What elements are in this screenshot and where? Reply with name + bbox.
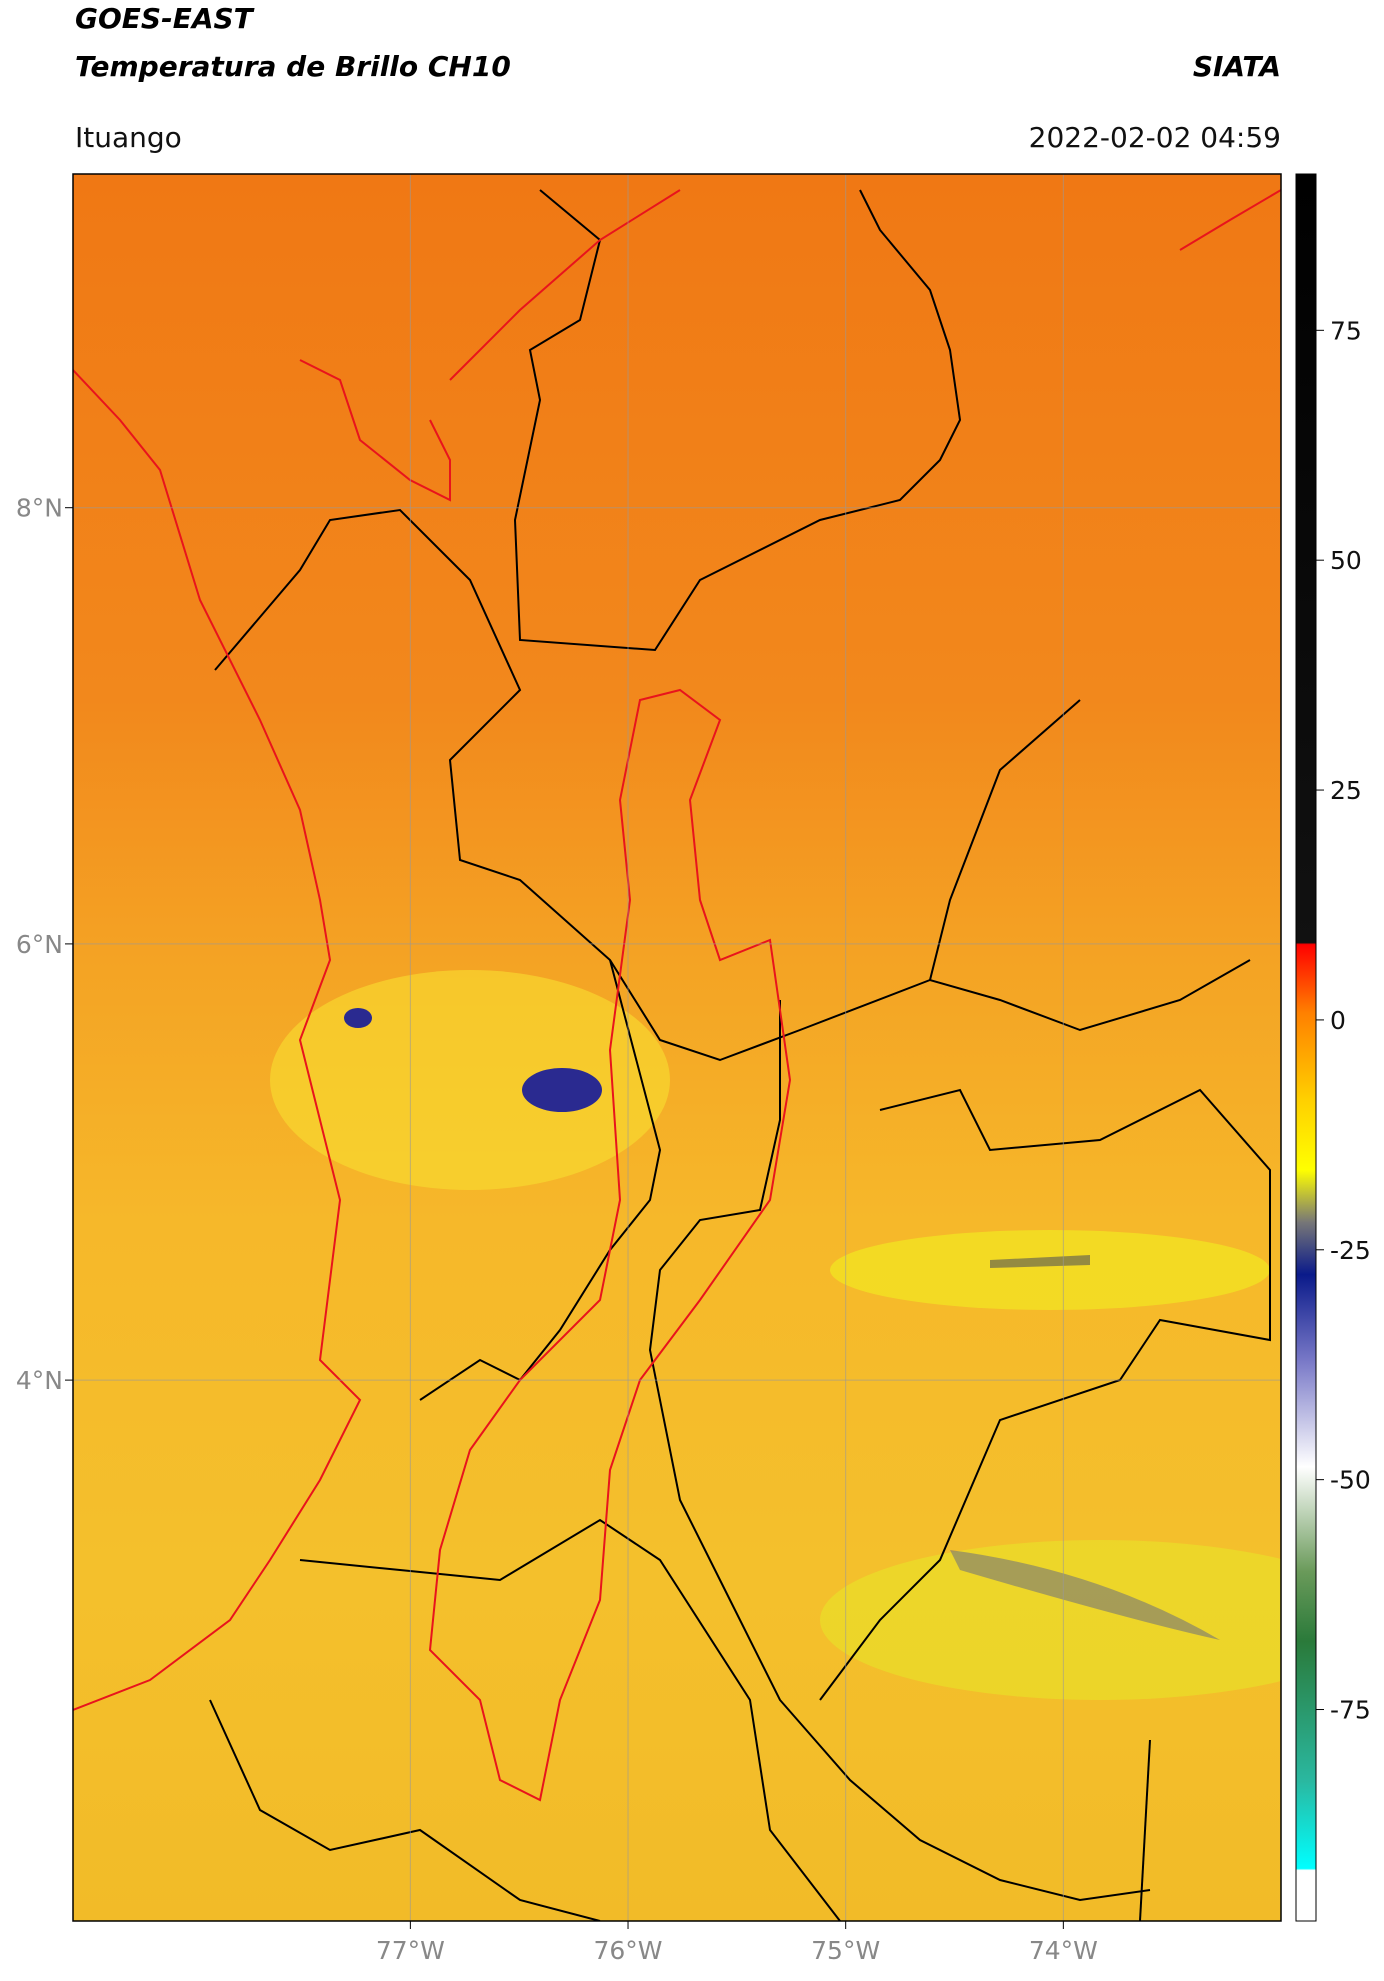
colorbar-tick-label: -25 <box>1330 1236 1371 1265</box>
lon-tick-label: 74°W <box>1029 1936 1098 1965</box>
location: Ituango <box>75 121 182 154</box>
brand: SIATA <box>1193 50 1281 83</box>
colorbar <box>1295 173 1317 1922</box>
cloud <box>820 1540 1281 1700</box>
cloud-core <box>522 1068 602 1112</box>
borders <box>209 189 1271 1921</box>
lat-tick-label: 6°N <box>16 930 63 959</box>
cloud-band <box>950 1550 1220 1640</box>
map-frame <box>72 173 1282 1922</box>
cloud <box>830 1230 1270 1310</box>
lat-tick-label: 8°N <box>16 494 63 523</box>
colorbar-tick-label: -75 <box>1330 1696 1371 1725</box>
colorbar-tick-label: 75 <box>1330 316 1362 345</box>
lon-tick-label: 75°W <box>811 1936 880 1965</box>
cloud-band <box>990 1255 1090 1268</box>
colorbar-tick-label: 0 <box>1330 1006 1346 1035</box>
gridlines <box>73 174 1281 1921</box>
subtitle: Temperatura de Brillo CH10 <box>75 50 511 83</box>
cloud-core <box>344 1008 372 1028</box>
cloud <box>270 970 670 1190</box>
map-area <box>73 174 1281 1921</box>
colorbar-tick-label: 50 <box>1330 546 1362 575</box>
datetime: 2022-02-02 04:59 <box>1029 121 1281 154</box>
lon-tick-label: 77°W <box>376 1936 445 1965</box>
colorbar-tick-label: -50 <box>1330 1466 1371 1495</box>
title: GOES-EAST <box>75 2 255 35</box>
colorbar-tick-label: 25 <box>1330 776 1362 805</box>
lat-tick-label: 4°N <box>16 1366 63 1395</box>
lon-tick-label: 76°W <box>594 1936 663 1965</box>
